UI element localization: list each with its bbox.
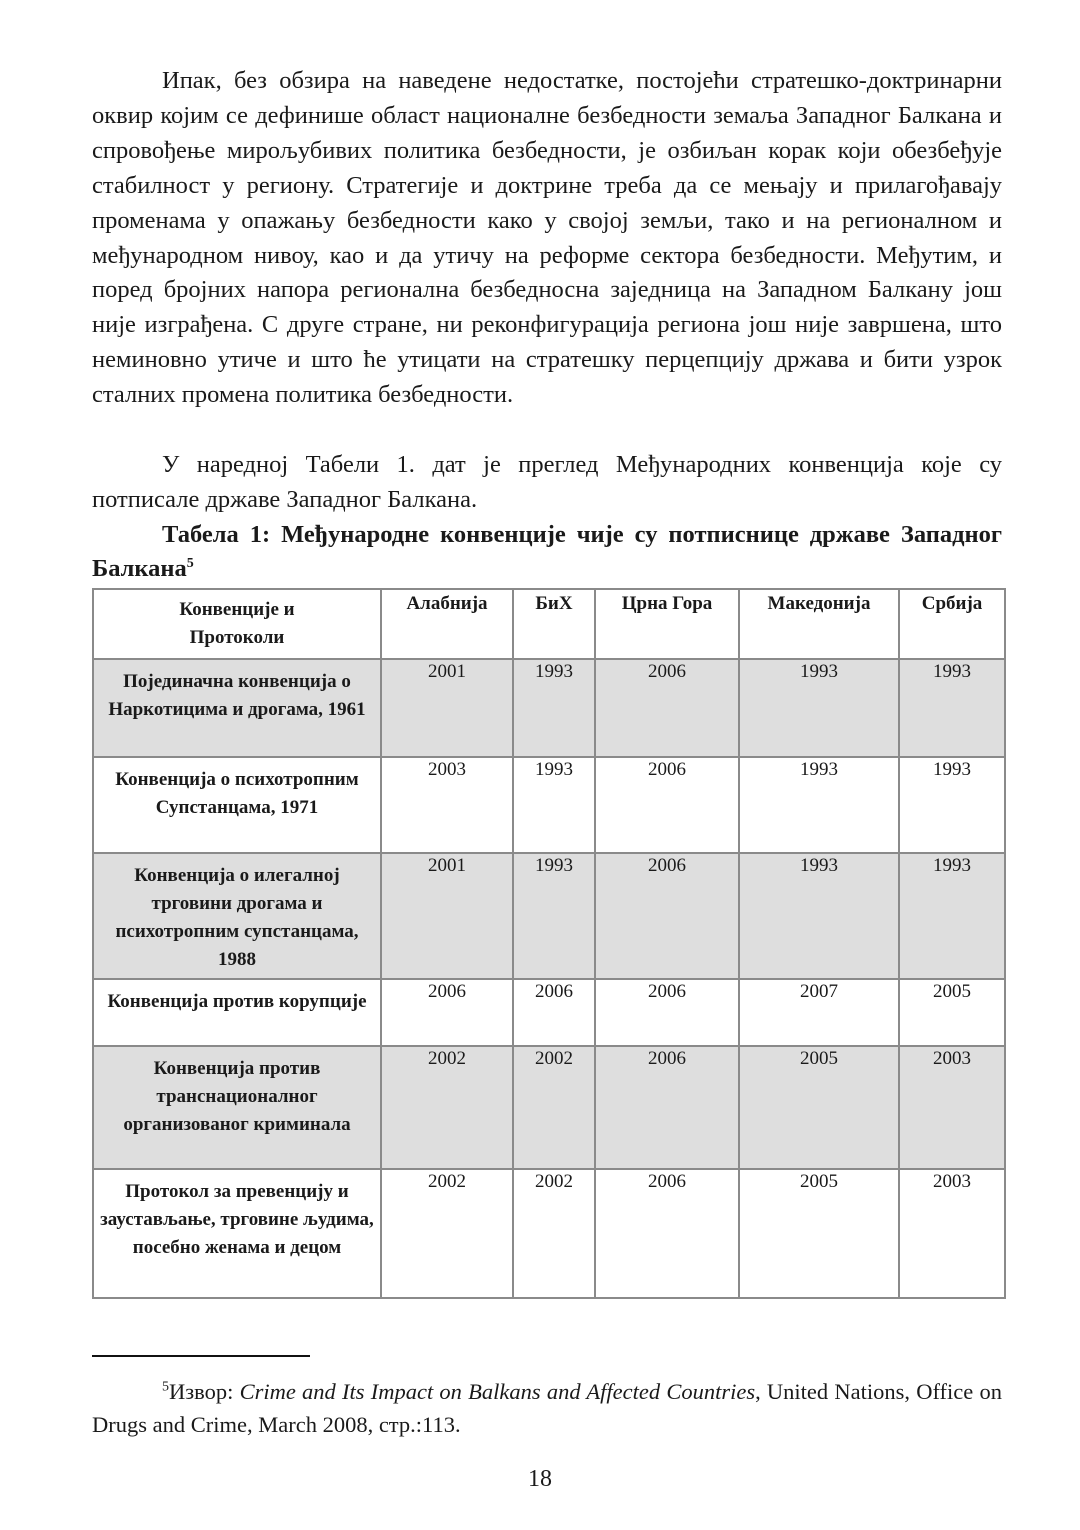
column-header: Алабнија: [380, 588, 514, 660]
table-header-row: Конвенције и Протоколи Алабнија БиХ Црна Го…: [92, 588, 1006, 660]
paragraph-text: Ипак, без обзира на наведене недостатке,…: [92, 67, 1002, 409]
footnote-prefix: Извор:: [169, 1379, 240, 1404]
year-cell: 2006: [594, 852, 740, 980]
table-row: Конвенција о психотропним Супстанцама, 1…: [92, 756, 1006, 854]
convention-name: Протокол за превенцију и заустављање, тр…: [92, 1168, 382, 1299]
year-cell: 1993: [898, 658, 1006, 758]
year-cell: 2006: [594, 978, 740, 1047]
caption-text: Табела 1: Међународне конвенције чије су…: [92, 521, 1002, 582]
table-row: Протокол за превенцију и заустављање, тр…: [92, 1168, 1006, 1299]
year-cell: 2006: [594, 1045, 740, 1170]
body-paragraph-2: У наредној Табели 1. дат је преглед Међу…: [92, 448, 1002, 518]
footnote-ref[interactable]: 5: [186, 555, 194, 571]
year-cell: 1993: [512, 852, 596, 980]
column-header: Конвенције и Протоколи: [92, 588, 382, 660]
year-cell: 2005: [738, 1045, 900, 1170]
convention-name: Конвенција против корупције: [92, 978, 382, 1047]
footnote-suffix: , United Nations, Office on Drugs and Cr…: [92, 1379, 1002, 1437]
year-cell: 1993: [898, 852, 1006, 980]
convention-name: Конвенција о илегалној трговини дрогама …: [92, 852, 382, 980]
column-header: Црна Гора: [594, 588, 740, 660]
year-cell: 2006: [594, 658, 740, 758]
year-cell: 2001: [380, 852, 514, 980]
table-row: Појединачна конвенција о Наркотицима и д…: [92, 658, 1006, 758]
table-row: Конвенција против транснационалног орган…: [92, 1045, 1006, 1170]
year-cell: 2002: [380, 1168, 514, 1299]
convention-name: Конвенција о психотропним Супстанцама, 1…: [92, 756, 382, 854]
footnote-title: Crime and Its Impact on Balkans and Affe…: [239, 1379, 756, 1404]
year-cell: 1993: [898, 756, 1006, 854]
body-paragraph-1: Ипак, без обзира на наведене недостатке,…: [92, 64, 1002, 413]
year-cell: 2002: [512, 1168, 596, 1299]
year-cell: 2003: [898, 1168, 1006, 1299]
year-cell: 1993: [512, 658, 596, 758]
year-cell: 2003: [380, 756, 514, 854]
table-row: Конвенција против корупције 2006 2006 2006 2…: [92, 978, 1006, 1047]
year-cell: 2007: [738, 978, 900, 1047]
year-cell: 2006: [512, 978, 596, 1047]
year-cell: 2005: [898, 978, 1006, 1047]
column-header: Македонија: [738, 588, 900, 660]
paragraph-text: У наредној Табели 1. дат је преглед Међу…: [92, 451, 1002, 513]
year-cell: 1993: [738, 756, 900, 854]
year-cell: 2006: [594, 1168, 740, 1299]
footnote-divider: [92, 1355, 310, 1357]
table-caption: Табела 1: Међународне конвенције чије су…: [92, 518, 1002, 586]
year-cell: 2002: [380, 1045, 514, 1170]
table-row: Конвенција о илегалној трговини дрогама …: [92, 852, 1006, 980]
conventions-table: Конвенције и Протоколи Алабнија БиХ Црна Го…: [92, 588, 1006, 1299]
convention-name: Конвенција против транснационалног орган…: [92, 1045, 382, 1170]
convention-name: Појединачна конвенција о Наркотицима и д…: [92, 658, 382, 758]
column-header: БиХ: [512, 588, 596, 660]
year-cell: 2001: [380, 658, 514, 758]
footnote: 5Извор: Crime and Its Impact on Balkans …: [92, 1375, 1002, 1441]
year-cell: 2006: [380, 978, 514, 1047]
year-cell: 2003: [898, 1045, 1006, 1170]
year-cell: 1993: [512, 756, 596, 854]
year-cell: 1993: [738, 658, 900, 758]
page-number: 18: [528, 1466, 552, 1492]
column-header: Србија: [898, 588, 1006, 660]
year-cell: 1993: [738, 852, 900, 980]
footnote-number: 5: [162, 1379, 169, 1395]
year-cell: 2002: [512, 1045, 596, 1170]
year-cell: 2005: [738, 1168, 900, 1299]
year-cell: 2006: [594, 756, 740, 854]
